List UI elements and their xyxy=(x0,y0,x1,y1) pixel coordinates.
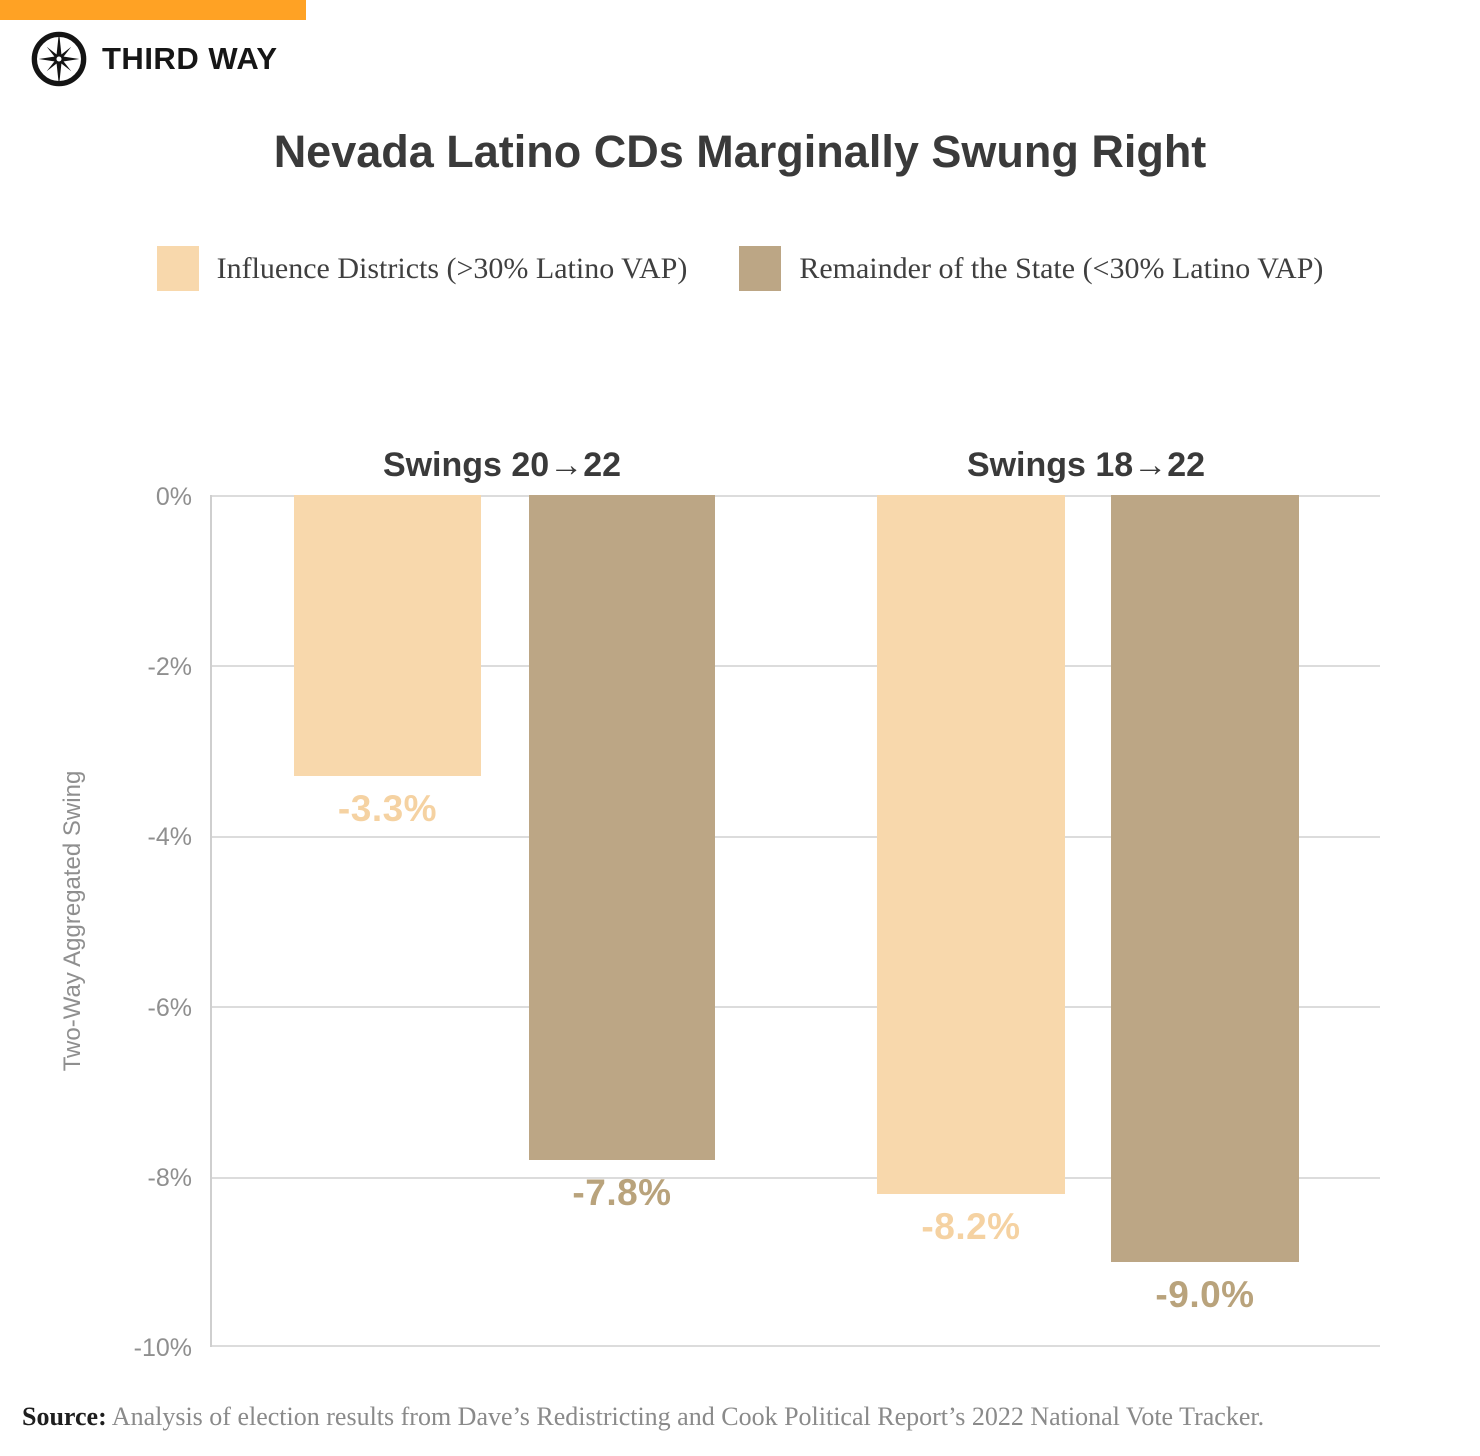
legend-item-influence-districts: Influence Districts (>30% Latino VAP) xyxy=(156,246,688,291)
bar-rect-remainder-18-22 xyxy=(1111,495,1299,1262)
source-note: Source: Analysis of election results fro… xyxy=(22,1402,1462,1432)
legend: Influence Districts (>30% Latino VAP) Re… xyxy=(0,246,1480,291)
brand-header: THIRD WAY xyxy=(30,30,278,88)
brand-accent-bar xyxy=(0,0,306,20)
y-tick-neg8: -8% xyxy=(147,1164,192,1192)
bar-group2-remainder: -9.0% xyxy=(1111,495,1299,1347)
y-tick-0: 0% xyxy=(155,483,192,511)
plot-area: -3.3% -7.8% -8.2% -9.0% xyxy=(210,495,1380,1347)
bar-value-remainder-20-22: -7.8% xyxy=(572,1171,672,1213)
bar-group2-influence: -8.2% xyxy=(877,495,1065,1347)
chart-title: Nevada Latino CDs Marginally Swung Right xyxy=(273,126,1207,177)
legend-swatch-influence xyxy=(156,246,199,291)
bar-rect-influence-20-22 xyxy=(294,495,481,777)
gridline-neg4pct xyxy=(212,835,1380,838)
y-tick-neg4: -4% xyxy=(147,823,192,851)
legend-label-remainder: Remainder of the State (<30% Latino VAP) xyxy=(799,251,1324,285)
y-axis-title: Two-Way Aggregated Swing xyxy=(59,770,86,1072)
source-text: Analysis of election results from Dave’s… xyxy=(106,1402,1265,1431)
bar-value-remainder-18-22: -9.0% xyxy=(1155,1273,1255,1315)
gridline-neg6pct xyxy=(212,1006,1380,1009)
category-label-swings-18-22: Swings 18→22 xyxy=(966,446,1206,484)
brand-wordmark: THIRD WAY xyxy=(102,41,278,76)
bar-group1-influence: -3.3% xyxy=(294,495,481,1347)
legend-swatch-remainder xyxy=(739,246,782,291)
bar-rect-influence-18-22 xyxy=(877,495,1065,1194)
legend-label-influence: Influence Districts (>30% Latino VAP) xyxy=(216,251,688,285)
bar-group1-remainder: -7.8% xyxy=(529,495,715,1347)
gridline-neg10pct xyxy=(212,1345,1380,1347)
y-tick-neg6: -6% xyxy=(147,994,192,1022)
y-tick-neg2: -2% xyxy=(147,653,192,681)
bar-value-influence-18-22: -8.2% xyxy=(921,1205,1021,1247)
bar-rect-remainder-20-22 xyxy=(529,495,715,1160)
compass-logo-icon xyxy=(31,31,87,87)
source-label: Source: xyxy=(22,1402,107,1431)
legend-item-remainder-state: Remainder of the State (<30% Latino VAP) xyxy=(739,246,1323,291)
category-label-swings-20-22: Swings 20→22 xyxy=(382,446,622,484)
y-tick-neg10: -10% xyxy=(133,1334,192,1362)
gridline-neg2pct xyxy=(212,665,1380,668)
gridline-neg8pct xyxy=(212,1176,1380,1179)
gridline-0pct xyxy=(212,495,1380,497)
bar-value-influence-20-22: -3.3% xyxy=(337,788,438,830)
